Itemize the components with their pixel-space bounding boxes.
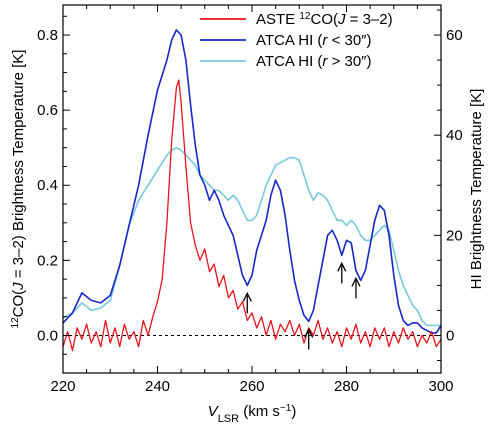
dip-arrow: [337, 261, 347, 284]
axes: 220 240 260 280 300 0.0 0.2 0.4 0.6 0.8 0 20 40 60: [37, 5, 463, 395]
x-axis-title: VLSR (km s−1): [208, 403, 297, 426]
x-tick-label: 260: [239, 378, 264, 395]
y-left-tick-label: 0.0: [37, 327, 58, 344]
plot-frame: [62, 4, 442, 374]
x-tick-label: 240: [145, 378, 170, 395]
y-left-tick-label: 0.4: [37, 177, 58, 194]
series-line-1: [63, 29, 441, 334]
y-left-tick-label: 0.2: [37, 252, 58, 269]
y-right-tick-label: 40: [446, 127, 463, 144]
series-line-0: [63, 79, 441, 352]
dip-arrow: [351, 276, 361, 299]
dip-arrow: [242, 291, 252, 314]
x-tick-label: 300: [428, 378, 453, 395]
axis-titles: VLSR (km s−1) 12CO(J = 3–2) Brightness Te…: [10, 50, 486, 425]
y-right-tick-label: 20: [446, 227, 463, 244]
y-left-tick-label: 0.8: [37, 27, 58, 44]
series-line-2: [63, 146, 441, 327]
legend-label-0: ASTE 12CO(J = 3–2): [256, 11, 393, 29]
y-right-tick-label: 0: [446, 327, 454, 344]
legend-label-2: ATCA HI (r > 30″): [256, 53, 372, 70]
plot-area: [63, 29, 441, 352]
y-right-tick-label: 60: [446, 27, 463, 44]
legend-label-1: ATCA HI (r < 30″): [256, 32, 372, 49]
x-tick-label: 220: [50, 378, 75, 395]
y-right-axis-title: HI Brightness Temperature [K]: [468, 89, 485, 290]
dip-arrow: [304, 327, 314, 350]
y-left-tick-label: 0.6: [37, 102, 58, 119]
y-left-axis-title: 12CO(J = 3–2) Brightness Temperature [K]: [10, 50, 28, 329]
x-tick-label: 280: [334, 378, 359, 395]
legend: ASTE 12CO(J = 3–2) ATCA HI (r < 30″) ATCA …: [200, 11, 393, 70]
